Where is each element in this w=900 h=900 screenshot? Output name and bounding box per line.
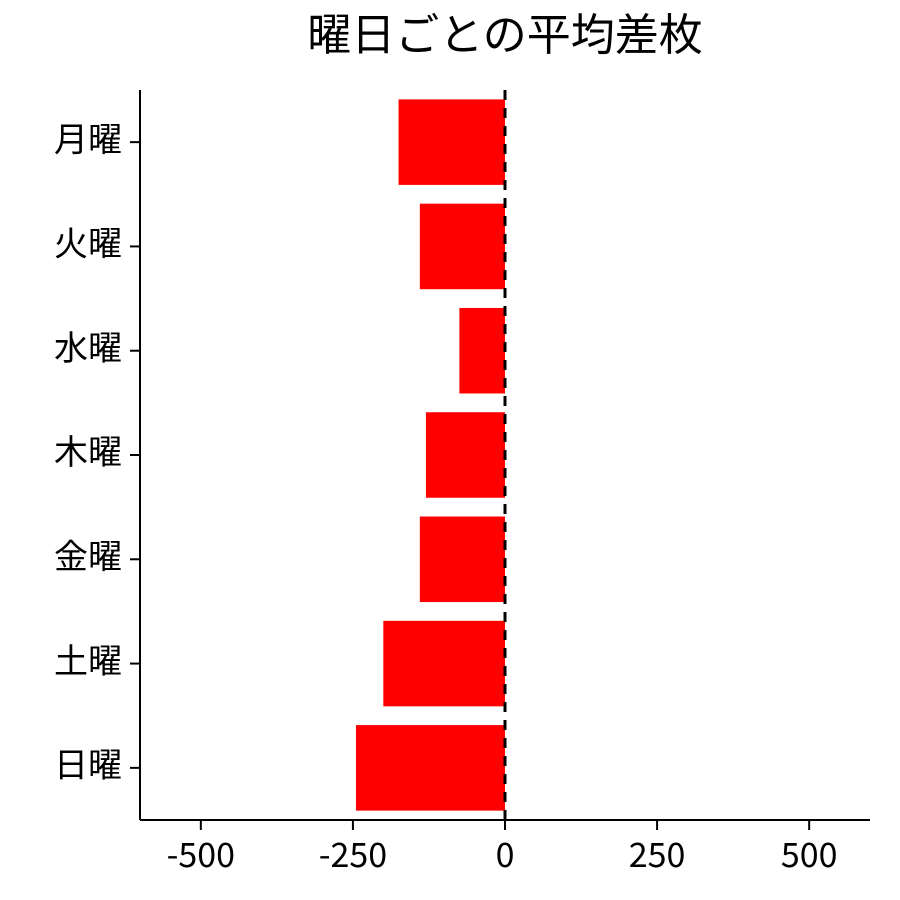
x-tick-label: 500: [781, 828, 838, 877]
bar: [459, 308, 505, 394]
x-tick-label: -500: [167, 828, 235, 877]
chart-title: 曜日ごとの平均差枚: [307, 0, 703, 63]
x-tick-label: 0: [496, 828, 515, 877]
y-tick-label: 金曜: [54, 530, 122, 579]
bar: [426, 412, 505, 498]
y-tick-label: 水曜: [54, 321, 122, 370]
x-tick-label: -250: [319, 828, 387, 877]
bar: [383, 621, 505, 707]
bar: [356, 725, 505, 811]
x-tick-label: 250: [629, 828, 686, 877]
y-tick-label: 月曜: [54, 112, 122, 161]
chart-container: 曜日ごとの平均差枚月曜火曜水曜木曜金曜土曜日曜 -500 -250 0 250 500: [0, 0, 900, 900]
bar-chart: 曜日ごとの平均差枚月曜火曜水曜木曜金曜土曜日曜 -500 -250 0 250 500: [0, 0, 900, 900]
bar: [399, 99, 505, 185]
y-tick-label: 日曜: [54, 738, 122, 787]
bar: [420, 517, 505, 603]
y-tick-label: 木曜: [54, 425, 122, 474]
bar: [420, 204, 505, 290]
y-tick-label: 火曜: [54, 217, 122, 266]
y-tick-label: 土曜: [54, 634, 122, 683]
